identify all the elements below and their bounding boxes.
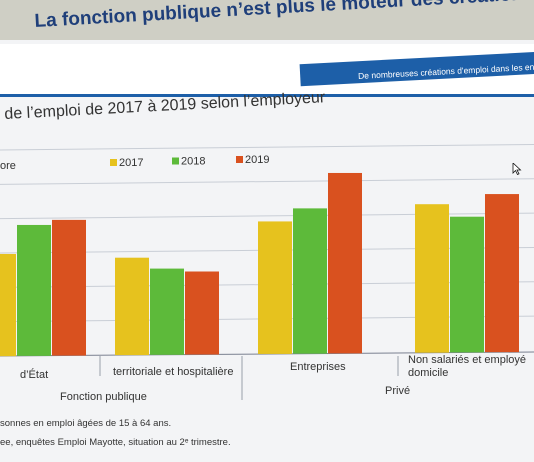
bar: [450, 216, 484, 353]
legend-swatch: [110, 159, 117, 166]
bar: [52, 219, 86, 356]
group-label: Privé: [385, 385, 410, 397]
legend-partial-label: ore: [0, 160, 16, 172]
top-strip: [0, 0, 534, 40]
footnote-source: ee, enquêtes Emploi Mayotte, situation a…: [0, 437, 231, 448]
gridline: [0, 143, 534, 151]
bar: [415, 204, 449, 353]
legend-label: 2017: [119, 157, 143, 169]
mouse-cursor-icon: [512, 163, 522, 175]
gridline: [0, 178, 534, 185]
legend-swatch: [172, 157, 179, 165]
legend-swatch: [236, 156, 243, 163]
bar: [293, 208, 327, 354]
group-label: Fonction publique: [60, 391, 147, 403]
bar: [258, 221, 292, 354]
footnote-population: sonnes en emploi âgées de 15 à 64 ans.: [0, 418, 172, 429]
bar: [328, 172, 362, 354]
legend-label: 2018: [181, 156, 205, 168]
bar: [17, 224, 51, 356]
category-label: Non salariés et employé domicile: [408, 354, 526, 379]
bar: [115, 257, 149, 356]
category-label: d’État: [20, 368, 48, 381]
category-label: Entreprises: [290, 361, 346, 373]
category-label: territoriale et hospitalière: [113, 366, 233, 378]
bar: [485, 194, 519, 353]
bar: [185, 271, 219, 355]
bar: [150, 268, 184, 355]
legend-label: 2019: [245, 154, 269, 166]
bar: [0, 253, 16, 357]
